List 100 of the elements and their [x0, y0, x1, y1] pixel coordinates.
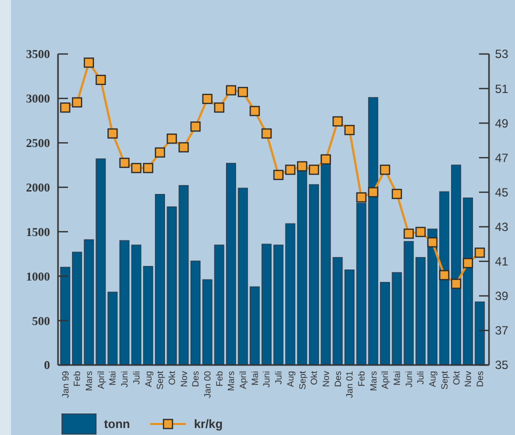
- point: [238, 86, 248, 98]
- bar: [226, 162, 236, 366]
- bar: [344, 270, 355, 366]
- x-tick-label: Juli: [274, 371, 284, 385]
- point: [380, 164, 390, 175]
- x-tick-label: Jan 00: [202, 371, 212, 398]
- point: [356, 192, 366, 203]
- point: [308, 164, 320, 175]
- x-tick-label: Jan 01: [344, 371, 355, 398]
- point: [166, 134, 177, 144]
- x-tick-label: Nov: [178, 370, 189, 388]
- point: [178, 142, 189, 152]
- y2-tick-label: 37: [495, 324, 509, 338]
- point: [60, 102, 70, 113]
- point: [72, 97, 82, 108]
- point: [131, 162, 142, 174]
- y-tick-label: 2000: [26, 180, 50, 194]
- x-tick-label: Juni: [120, 371, 130, 388]
- bar: [60, 266, 70, 366]
- y2-tick-label: 39: [495, 289, 509, 304]
- x-tick-label: Des: [474, 370, 485, 388]
- point: [273, 170, 284, 180]
- x-tick-label: April: [380, 371, 390, 390]
- x-tick-label: Mai: [250, 371, 260, 386]
- x-tick-label: Sept: [297, 370, 308, 390]
- point: [285, 164, 296, 175]
- x-tick-label: Jan 99: [60, 371, 70, 398]
- x-tick-label: Mars: [84, 370, 94, 391]
- x-tick-label: April: [238, 371, 248, 390]
- x-tick-label: Okt: [451, 370, 462, 386]
- legend-label: tonn: [104, 417, 130, 432]
- point: [119, 158, 130, 168]
- point: [84, 58, 94, 68]
- y2-tick-label: 47: [495, 150, 509, 165]
- x-tick-label: Okt: [166, 370, 177, 386]
- x-tick-label: Aug: [428, 371, 438, 388]
- point: [261, 128, 272, 139]
- bar: [72, 252, 82, 366]
- y-tick-label: 1000: [26, 269, 50, 284]
- x-tick-label: Des: [190, 370, 201, 388]
- bar: [154, 194, 165, 366]
- x-tick-label: Feb: [72, 371, 82, 387]
- point: [439, 270, 450, 280]
- legend-label: kr/kg: [194, 417, 223, 432]
- y-tick-label: 3000: [26, 92, 50, 106]
- point: [190, 121, 201, 132]
- x-tick-label: Nov: [463, 370, 474, 388]
- y-tick-label: 2500: [26, 136, 50, 150]
- bar: [308, 184, 319, 366]
- y-tick-label: 3500: [26, 47, 50, 62]
- point: [226, 85, 236, 96]
- y2-tick-label: 45: [495, 185, 509, 200]
- x-tick-label: Aug: [143, 371, 154, 388]
- x-tick-label: Sept: [439, 370, 450, 390]
- x-tick-label: Juli: [131, 371, 142, 385]
- point: [96, 74, 106, 86]
- y-tick-label: 1500: [26, 224, 50, 239]
- point: [320, 154, 331, 164]
- point: [451, 278, 462, 289]
- y2-tick-label: 53: [495, 47, 509, 62]
- point: [154, 147, 166, 158]
- y2-tick-label: 43: [495, 220, 509, 234]
- x-tick-label: Mai: [108, 371, 118, 386]
- point: [427, 237, 438, 248]
- point: [368, 187, 378, 198]
- bar: [190, 260, 201, 366]
- y2-tick-label: 35: [495, 358, 509, 372]
- y-tick-label: 500: [32, 314, 50, 328]
- x-tick-label: Mars: [368, 370, 378, 391]
- x-tick-label: Nov: [320, 370, 331, 388]
- point: [214, 102, 224, 113]
- point: [332, 116, 343, 126]
- x-tick-label: Sept: [155, 370, 166, 390]
- point: [250, 106, 260, 116]
- point: [107, 128, 118, 139]
- bar: [119, 240, 130, 366]
- bar: [416, 257, 426, 366]
- point: [404, 228, 414, 239]
- x-tick-label: Feb: [214, 371, 224, 387]
- x-tick-label: Juni: [262, 371, 272, 388]
- x-tick-label: Mai: [392, 371, 402, 386]
- point: [462, 258, 474, 268]
- bar: [474, 302, 485, 366]
- bar: [380, 282, 390, 366]
- x-tick-label: April: [96, 371, 106, 390]
- x-tick-label: Des: [332, 370, 343, 388]
- point: [297, 161, 308, 172]
- x-tick-label: Okt: [309, 370, 320, 386]
- x-tick-label: Mars: [226, 370, 236, 391]
- bar: [462, 198, 473, 366]
- y2-tick-label: 51: [495, 82, 509, 96]
- point: [392, 188, 402, 200]
- point: [202, 94, 212, 104]
- x-tick-label: Feb: [356, 371, 366, 387]
- x-tick-label: Juli: [416, 371, 426, 385]
- y2-tick-label: 49: [495, 116, 509, 130]
- point: [344, 124, 355, 136]
- point: [415, 226, 426, 238]
- x-tick-label: Aug: [285, 371, 296, 388]
- point: [143, 162, 154, 174]
